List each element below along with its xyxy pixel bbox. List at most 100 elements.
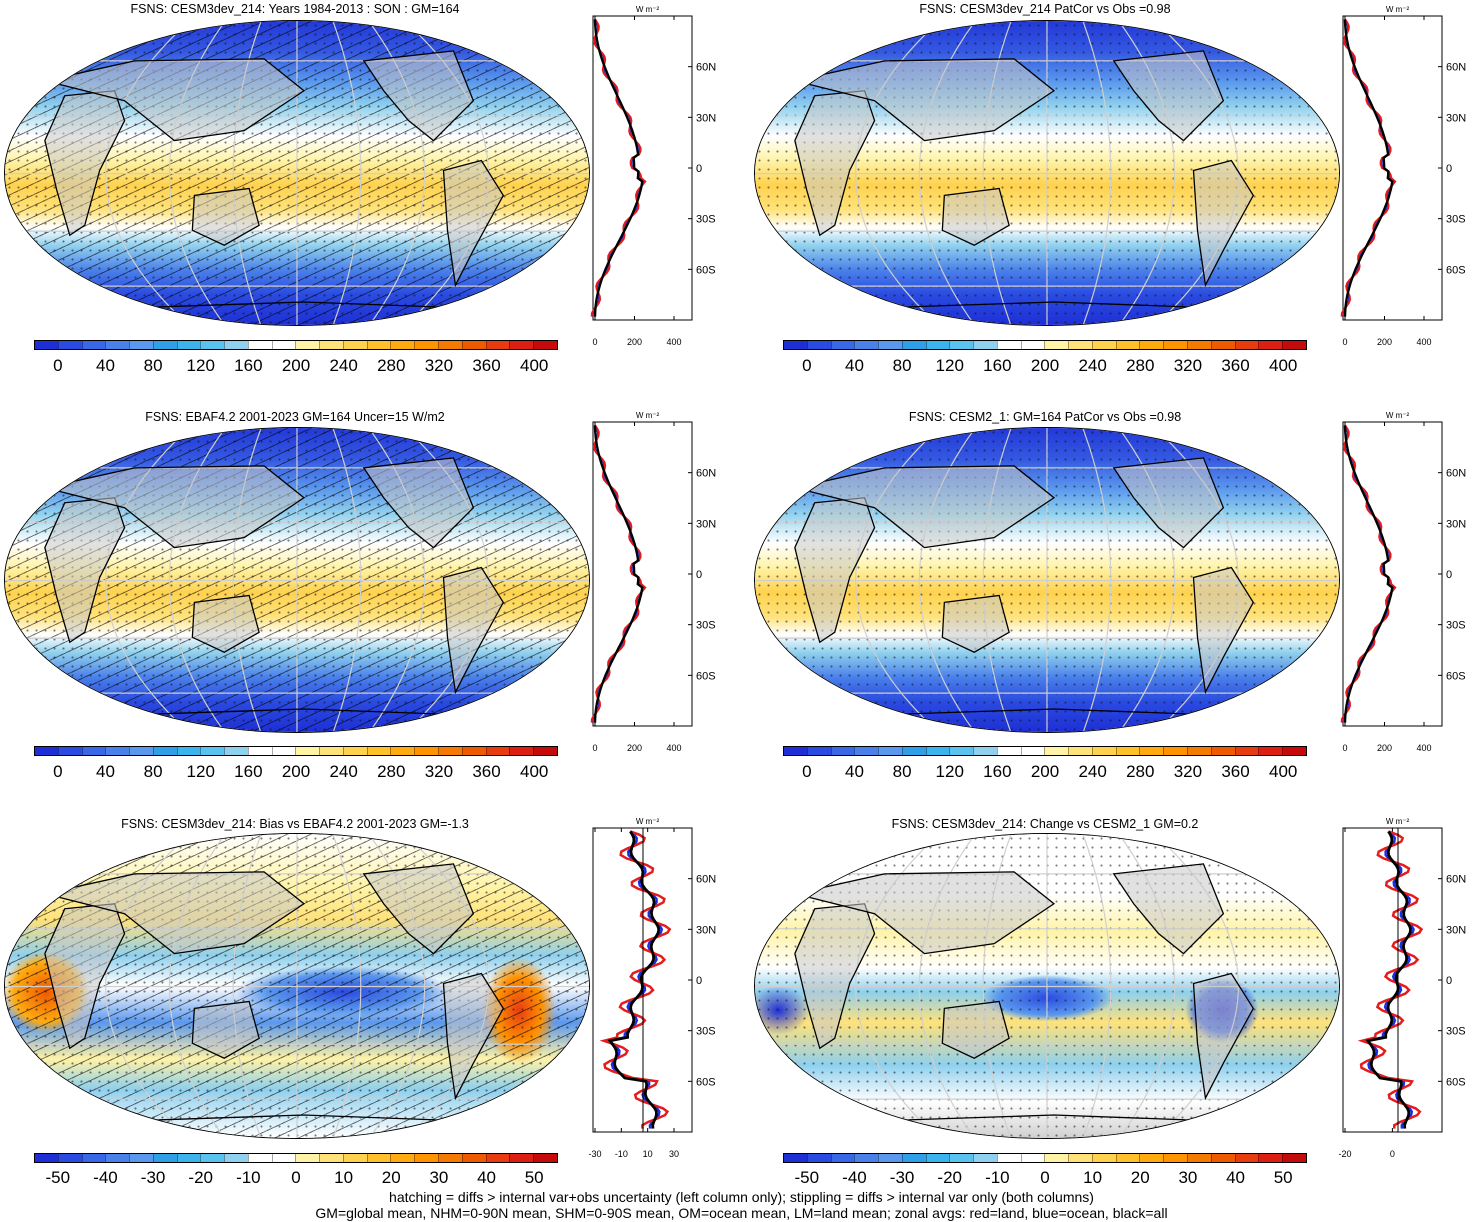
colorbar-swatch bbox=[1139, 1154, 1164, 1162]
colorbar-tick-label: 240 bbox=[1078, 356, 1107, 375]
colorbar-swatch bbox=[342, 747, 367, 755]
zonal-lat-label: 30S bbox=[696, 1026, 716, 1038]
colorbar-tick-label: 320 bbox=[424, 762, 454, 781]
continent-australia bbox=[191, 187, 260, 246]
zonal-lat-label: 60N bbox=[696, 468, 716, 480]
continent-eurasia bbox=[44, 871, 306, 955]
continent-australia bbox=[941, 594, 1010, 653]
zonal-x-label: 400 bbox=[1416, 337, 1431, 347]
continent-antarctica bbox=[814, 708, 1274, 718]
zonal-line-all bbox=[1343, 19, 1394, 317]
colorbar-labels-3: 0 40 80 120 160 200 240 280 320 360 400 bbox=[34, 762, 558, 782]
colorbar-swatch bbox=[485, 1154, 510, 1162]
colorbar-swatch bbox=[461, 341, 486, 349]
colorbar-swatch bbox=[1115, 747, 1140, 755]
zonal-line-land bbox=[599, 830, 672, 1129]
colorbar-swatch bbox=[1091, 747, 1116, 755]
colorbar-tick-label: 0 bbox=[53, 356, 63, 375]
colorbar-tick-label: 40 bbox=[844, 356, 864, 375]
colorbar-swatch bbox=[854, 341, 879, 349]
zonal-lat-label: 30N bbox=[696, 924, 716, 936]
colorbar-tick-label: 160 bbox=[983, 356, 1012, 375]
zonal-line-all bbox=[607, 830, 661, 1129]
colorbar-swatch bbox=[57, 747, 82, 755]
colorbar-swatch bbox=[414, 1154, 439, 1162]
colorbar-swatch bbox=[224, 341, 248, 349]
zonal-lat-label: 0 bbox=[1446, 569, 1452, 581]
colorbar-tick-label: 160 bbox=[983, 762, 1012, 781]
colorbar-swatch bbox=[784, 747, 807, 755]
colorbar-swatch bbox=[1210, 1154, 1235, 1162]
map-panel-5 bbox=[4, 833, 590, 1139]
continent-australia bbox=[941, 187, 1010, 246]
continent-north-america bbox=[1112, 50, 1225, 142]
colorbar-tick-label: 240 bbox=[329, 356, 358, 375]
colorbar-swatch bbox=[806, 341, 831, 349]
colorbar-6 bbox=[783, 1153, 1307, 1163]
zonal-x-label: -30 bbox=[588, 1149, 601, 1159]
zonal-lat-label: 30N bbox=[696, 518, 716, 530]
colorbar-tick-label: 50 bbox=[524, 1168, 544, 1187]
colorbar-swatch bbox=[390, 341, 415, 349]
colorbar-swatch bbox=[1115, 341, 1140, 349]
colorbar-labels-4: 0 40 80 120 160 200 240 280 320 360 400 bbox=[783, 762, 1307, 782]
colorbar-swatch bbox=[414, 341, 439, 349]
meridian-line bbox=[332, 428, 362, 732]
colorbar-swatch bbox=[533, 341, 557, 349]
zonal-x-label: -10 bbox=[615, 1149, 628, 1159]
zonal-unit-label: W m⁻² bbox=[636, 5, 660, 14]
zonal-x-label: 10 bbox=[643, 1149, 653, 1159]
colorbar-labels-6: -50 -40 -30 -20 -10 0 10 20 30 40 50 bbox=[783, 1168, 1307, 1188]
zonal-x-label: 400 bbox=[1416, 743, 1431, 753]
zonal-lat-label: 60S bbox=[1446, 264, 1466, 276]
colorbar-swatch bbox=[784, 341, 807, 349]
colorbar-swatch bbox=[1020, 341, 1045, 349]
colorbar-swatch bbox=[105, 341, 130, 349]
colorbar-4 bbox=[783, 746, 1307, 756]
colorbar-labels-1: 0 40 80 120 160 200 240 280 320 360 400 bbox=[34, 356, 558, 376]
zonal-line-land bbox=[1340, 424, 1397, 723]
zonal-x-label: -20 bbox=[1338, 1149, 1351, 1159]
colorbar-tick-label: 120 bbox=[186, 762, 215, 781]
panel-title-3: FSNS: EBAF4.2 2001-2023 GM=164 Uncer=15 … bbox=[145, 410, 445, 424]
zonal-plot-3: W m⁻² 60N 30N 0 30S 60S 0 200 400 bbox=[590, 411, 716, 753]
zonal-lat-label: 60S bbox=[696, 264, 716, 276]
colorbar-tick-label: 30 bbox=[429, 1168, 449, 1187]
continent-north-america bbox=[362, 50, 475, 142]
map-panel-6 bbox=[754, 833, 1340, 1139]
colorbar-tick-label: 50 bbox=[1273, 1168, 1293, 1187]
colorbar-swatch bbox=[1210, 341, 1235, 349]
colorbar-swatch bbox=[81, 1154, 106, 1162]
zonal-unit-label: W m⁻² bbox=[636, 817, 660, 826]
colorbar-tick-label: -50 bbox=[794, 1168, 820, 1187]
zonal-lat-label: 60S bbox=[696, 670, 716, 682]
colorbar-tick-label: 40 bbox=[1226, 1168, 1245, 1187]
colorbar-tick-label: 400 bbox=[1268, 762, 1298, 781]
colorbar-swatch bbox=[224, 747, 248, 755]
colorbar-swatch bbox=[200, 747, 225, 755]
continent-south-america bbox=[442, 566, 505, 695]
colorbar-swatch bbox=[176, 747, 201, 755]
colorbar-tick-label: 80 bbox=[143, 356, 163, 375]
colorbar-swatch bbox=[973, 1154, 997, 1162]
colorbar-swatch bbox=[81, 747, 106, 755]
colorbar-swatch bbox=[784, 1154, 807, 1162]
zonal-line-ocean bbox=[591, 18, 646, 317]
colorbar-swatch bbox=[878, 747, 902, 755]
map-panel-4 bbox=[754, 427, 1340, 733]
colorbar-tick-label: 80 bbox=[892, 762, 912, 781]
continent-antarctica bbox=[64, 708, 524, 718]
zonal-lat-label: 60N bbox=[696, 874, 716, 886]
colorbar-swatch bbox=[949, 747, 974, 755]
colorbar-swatch bbox=[949, 341, 974, 349]
continent-africa bbox=[794, 903, 876, 1050]
colorbar-swatch bbox=[1234, 747, 1259, 755]
zonal-line-land bbox=[590, 18, 647, 317]
zonal-x-label: 200 bbox=[1377, 743, 1392, 753]
colorbar-tick-label: 360 bbox=[1221, 356, 1250, 375]
zonal-lat-label: 60N bbox=[1446, 62, 1466, 74]
colorbar-swatch bbox=[1091, 341, 1116, 349]
map-graticule bbox=[5, 21, 589, 325]
colorbar-swatch bbox=[1068, 1154, 1092, 1162]
colorbar-tick-label: -20 bbox=[937, 1168, 963, 1187]
